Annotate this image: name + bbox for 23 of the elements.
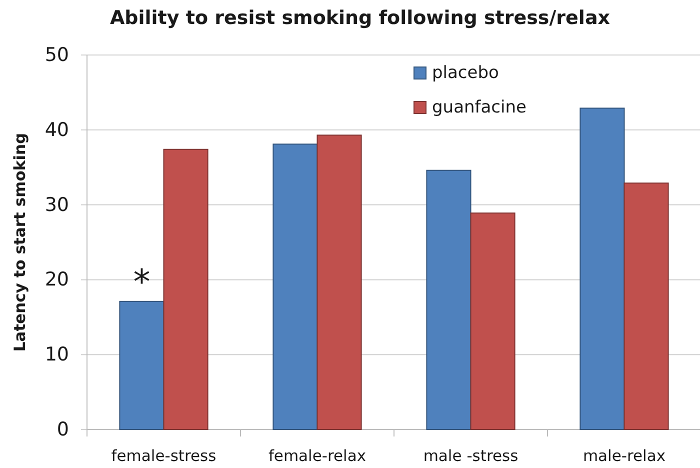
y-tick-label: 40 [44,118,69,141]
y-tick-label: 20 [44,268,69,291]
bar [119,300,164,430]
legend-label: guanfacine [432,98,526,118]
x-tick-label: female-relax [268,447,366,465]
x-tick-label: male -stress [423,447,518,465]
x-tick-label: female-stress [111,447,216,465]
y-tick-label: 30 [44,194,69,216]
chart-title: Ability to resist smoking following stress/relax [110,7,610,29]
y-tick-label: 10 [44,344,69,366]
bar [580,108,625,430]
y-tick-label: 0 [56,418,69,440]
bar [272,144,318,430]
bar [470,212,516,430]
x-tick-label: male-relax [582,447,666,465]
bar [163,148,208,430]
y-axis-title: Latency to start smoking [11,132,29,352]
bar [426,170,472,430]
y-tick-label: 50 [44,44,69,66]
bar [316,134,362,430]
legend-label: placebo [432,63,499,83]
bar [624,182,669,430]
annotation: * [133,262,150,303]
